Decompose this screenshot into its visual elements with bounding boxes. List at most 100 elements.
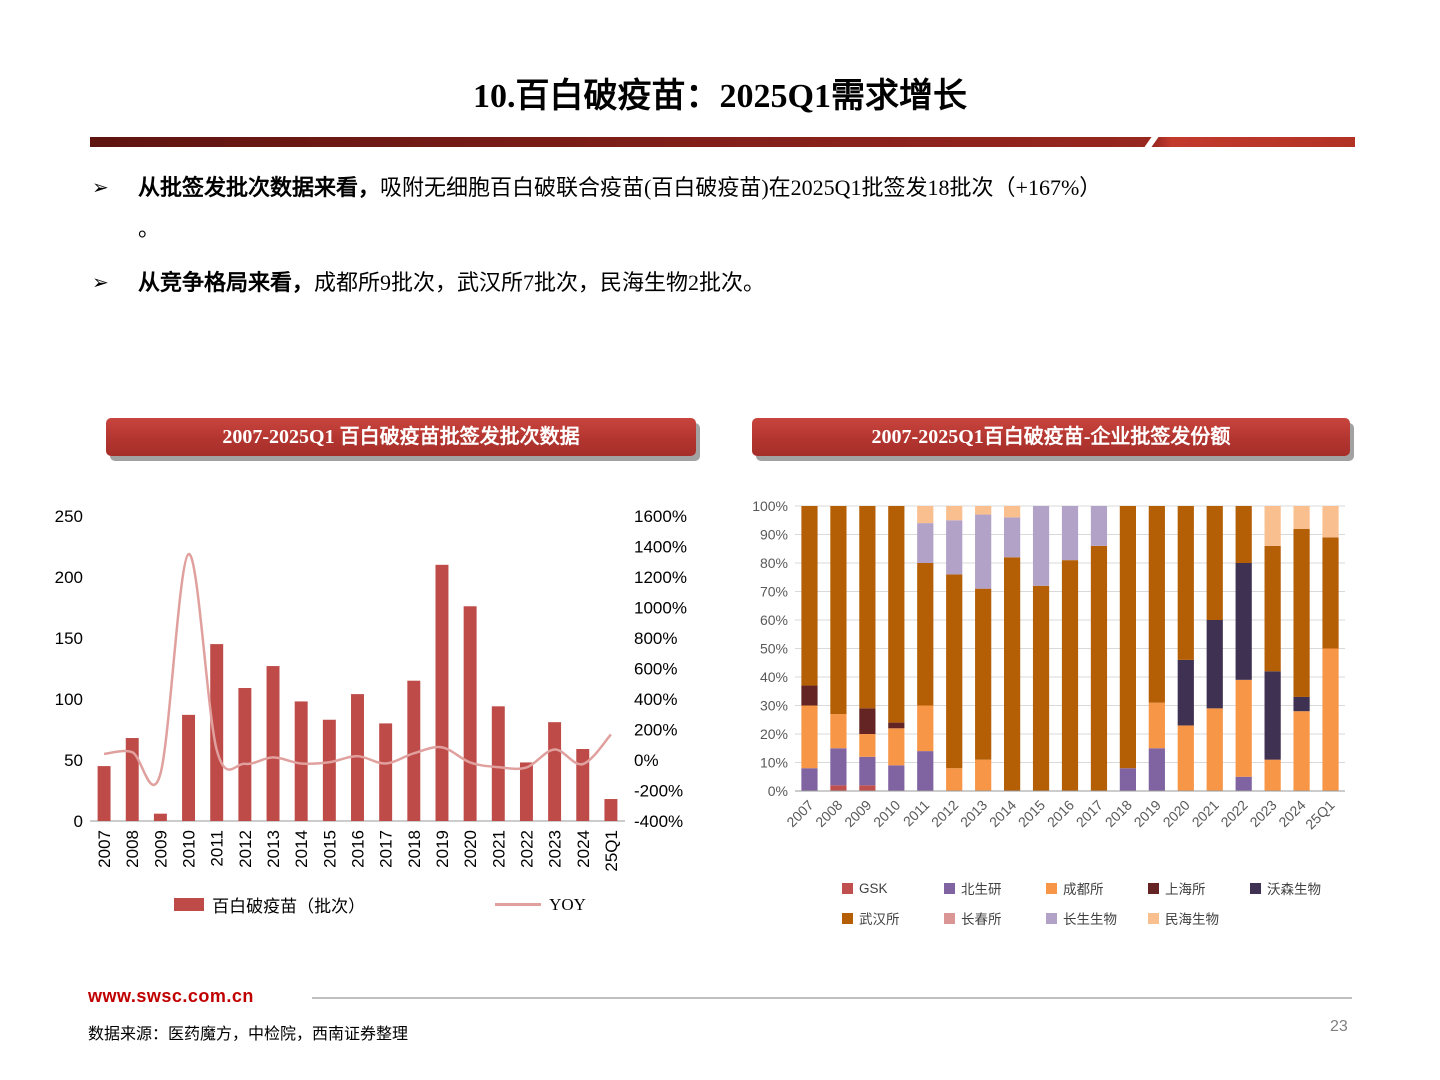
svg-text:10%: 10% <box>760 755 788 771</box>
svg-text:2009: 2009 <box>841 797 874 830</box>
svg-text:20%: 20% <box>760 726 788 742</box>
svg-text:2011: 2011 <box>900 797 933 830</box>
share-chart-header: 2007-2025Q1百白破疫苗-企业批签发份额 <box>752 418 1350 456</box>
svg-text:30%: 30% <box>760 698 788 714</box>
legend-label: GSK <box>859 880 888 896</box>
svg-text:2016: 2016 <box>349 830 368 868</box>
legend-swatch <box>1046 882 1057 894</box>
legend-label: 武汉所 <box>859 912 900 927</box>
svg-text:2014: 2014 <box>986 797 1019 830</box>
svg-text:2020: 2020 <box>1160 797 1193 830</box>
legend-swatch <box>842 882 853 894</box>
bullet-bold-text: 从竞争格局来看， <box>138 270 315 296</box>
svg-text:40%: 40% <box>760 669 788 685</box>
svg-text:2021: 2021 <box>489 830 508 868</box>
svg-text:2015: 2015 <box>320 830 339 868</box>
legend-label: 民海生物 <box>1165 912 1219 927</box>
page-number: 23 <box>1330 1018 1348 1035</box>
legend-item: 沃森生物 <box>1250 878 1352 898</box>
svg-text:70%: 70% <box>760 584 788 600</box>
svg-text:1600%: 1600% <box>634 507 687 526</box>
svg-text:2010: 2010 <box>870 797 903 830</box>
bullet-text: 从竞争格局来看，成都所9批次，武汉所7批次，民海生物2批次。 <box>138 263 765 304</box>
svg-text:800%: 800% <box>634 629 677 648</box>
batch-chart-header: 2007-2025Q1 百白破疫苗批签发批次数据 <box>106 418 696 456</box>
svg-text:-200%: -200% <box>634 782 683 801</box>
svg-text:80%: 80% <box>760 555 788 571</box>
title-divider <box>90 137 1355 147</box>
share-chart-svg: 0%10%20%30%40%50%60%70%80%90%100%2007200… <box>752 498 1345 833</box>
svg-text:200%: 200% <box>634 721 677 740</box>
legend-label: 成都所 <box>1063 882 1104 897</box>
legend-label: 上海所 <box>1165 882 1206 897</box>
legend-item: 百白破疫苗（批次） <box>174 892 365 917</box>
svg-text:2015: 2015 <box>1015 797 1048 830</box>
svg-text:2022: 2022 <box>517 830 536 868</box>
legend-swatch <box>1046 912 1057 924</box>
svg-text:2012: 2012 <box>928 797 961 830</box>
svg-text:2024: 2024 <box>1275 797 1308 830</box>
svg-text:400%: 400% <box>634 690 677 709</box>
svg-text:2009: 2009 <box>151 830 170 868</box>
svg-text:2014: 2014 <box>292 830 311 868</box>
bullet-continuation-text: 。 <box>138 215 161 241</box>
legend-swatch <box>842 912 853 924</box>
bullet-item: ➢ 从批签发批次数据来看，吸附无细胞百白破联合疫苗(百白破疫苗)在2025Q1批… <box>88 168 1368 249</box>
page-title: 10.百白破疫苗：2025Q1需求增长 <box>473 78 967 115</box>
share-chart-panel: 2007-2025Q1百白破疫苗-企业批签发份额 0% 10% 20% 30% 40% 5… <box>752 418 1352 928</box>
svg-text:2010: 2010 <box>180 830 199 868</box>
bullet-body-text: 成都所9批次，武汉所7批次，民海生物2批次。 <box>314 270 766 296</box>
bullet-bold-text: 从批签发批次数据来看， <box>138 175 381 200</box>
legend-swatch <box>1250 882 1261 894</box>
legend-item: 长春所 <box>944 908 1046 928</box>
svg-text:250: 250 <box>55 507 83 526</box>
svg-text:2013: 2013 <box>957 797 990 830</box>
svg-text:2013: 2013 <box>264 830 283 868</box>
svg-text:0%: 0% <box>768 783 788 799</box>
legend-label: 百白破疫苗（批次） <box>212 897 366 916</box>
svg-text:150: 150 <box>55 629 83 648</box>
svg-text:2016: 2016 <box>1044 797 1077 830</box>
bullet-arrow-icon: ➢ <box>92 177 109 199</box>
source-note: 数据来源：医药魔方，中检院，西南证券整理 <box>88 1026 409 1043</box>
legend-label: 长生生物 <box>1063 912 1117 927</box>
svg-text:1400%: 1400% <box>634 538 687 557</box>
legend-swatch <box>944 912 955 924</box>
legend-swatch <box>1148 912 1159 924</box>
bullet-arrow-icon: ➢ <box>92 272 109 295</box>
svg-text:2012: 2012 <box>236 830 255 868</box>
svg-text:2020: 2020 <box>461 830 480 868</box>
svg-text:100: 100 <box>55 690 83 709</box>
svg-text:2021: 2021 <box>1189 797 1222 830</box>
svg-text:1200%: 1200% <box>634 568 687 587</box>
svg-text:1000%: 1000% <box>634 599 687 618</box>
svg-text:50%: 50% <box>760 641 788 657</box>
svg-text:2018: 2018 <box>405 830 424 868</box>
batch-chart-panel: 2007-2025Q1 百白破疫苗批签发批次数据 0 50 100 150 200 250… <box>55 418 705 917</box>
svg-text:25Q1: 25Q1 <box>1302 797 1338 833</box>
legend-item: 长生生物 <box>1046 908 1148 928</box>
legend-swatch-bar <box>174 898 205 911</box>
legend-swatch-line <box>495 903 542 906</box>
svg-text:2017: 2017 <box>377 830 396 868</box>
bullet-body-text: 吸附无细胞百白破联合疫苗(百白破疫苗)在2025Q1批签发18批次（+167%） <box>380 175 1102 200</box>
svg-text:2019: 2019 <box>433 830 452 868</box>
batch-chart-svg: 0 50 100 150 200 250 -400% -200% 0% 200% 400% 600% 8… <box>55 507 687 872</box>
svg-text:50: 50 <box>64 751 83 770</box>
svg-text:2008: 2008 <box>812 797 845 830</box>
legend-item: 成都所 <box>1046 878 1148 898</box>
svg-text:2023: 2023 <box>546 830 565 868</box>
legend-item: YOY <box>495 895 586 915</box>
svg-text:90%: 90% <box>760 527 788 543</box>
svg-text:25Q1: 25Q1 <box>602 830 621 872</box>
bullet-text: 从批签发批次数据来看，吸附无细胞百白破联合疫苗(百白破疫苗)在2025Q1批签发… <box>138 168 1101 249</box>
svg-text:2017: 2017 <box>1073 797 1106 830</box>
svg-text:100%: 100% <box>752 498 788 514</box>
svg-text:2024: 2024 <box>574 830 593 868</box>
legend-label: 北生研 <box>961 882 1002 897</box>
svg-text:600%: 600% <box>634 660 677 679</box>
swsc-logo: www.swsc.com.cn <box>88 986 254 1006</box>
legend-label: YOY <box>549 894 586 914</box>
legend-swatch <box>944 882 955 894</box>
svg-text:2007: 2007 <box>783 797 816 830</box>
